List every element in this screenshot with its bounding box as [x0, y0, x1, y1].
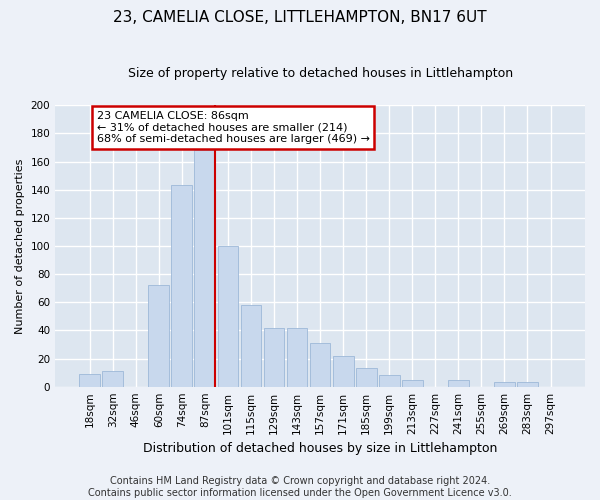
Bar	[172, 186, 192, 386]
Bar	[333, 356, 353, 386]
Bar	[287, 328, 307, 386]
Bar	[79, 374, 100, 386]
Bar	[218, 246, 238, 386]
Bar	[263, 328, 284, 386]
Text: 23 CAMELIA CLOSE: 86sqm
← 31% of detached houses are smaller (214)
68% of semi-d: 23 CAMELIA CLOSE: 86sqm ← 31% of detache…	[97, 111, 370, 144]
Bar	[310, 343, 331, 386]
Bar	[517, 382, 538, 386]
Bar	[102, 371, 123, 386]
Bar	[448, 380, 469, 386]
Bar	[194, 150, 215, 386]
Text: 23, CAMELIA CLOSE, LITTLEHAMPTON, BN17 6UT: 23, CAMELIA CLOSE, LITTLEHAMPTON, BN17 6…	[113, 10, 487, 25]
Bar	[356, 368, 377, 386]
Text: Contains HM Land Registry data © Crown copyright and database right 2024.
Contai: Contains HM Land Registry data © Crown c…	[88, 476, 512, 498]
Bar	[148, 286, 169, 386]
Title: Size of property relative to detached houses in Littlehampton: Size of property relative to detached ho…	[128, 68, 512, 80]
Bar	[241, 305, 262, 386]
Bar	[379, 376, 400, 386]
Bar	[402, 380, 422, 386]
X-axis label: Distribution of detached houses by size in Littlehampton: Distribution of detached houses by size …	[143, 442, 497, 455]
Y-axis label: Number of detached properties: Number of detached properties	[15, 158, 25, 334]
Bar	[494, 382, 515, 386]
